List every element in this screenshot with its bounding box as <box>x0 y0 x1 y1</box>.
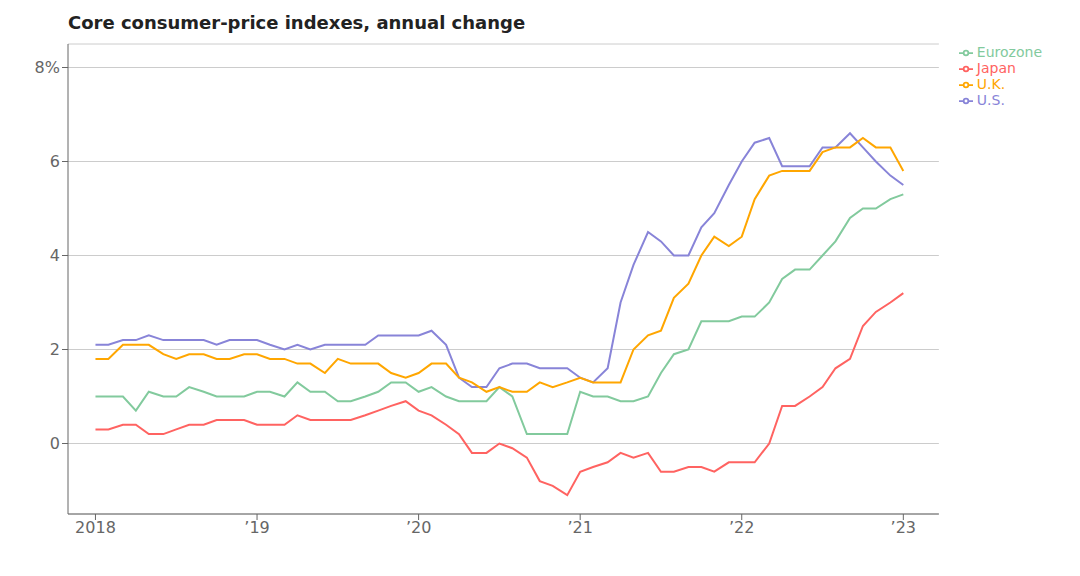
svg-text:6: 6 <box>50 152 60 171</box>
html-text:U.K.: U.K. <box>976 76 1006 92</box>
svg-text:’23: ’23 <box>891 518 916 537</box>
svg-text:’19: ’19 <box>244 518 269 537</box>
svg-text:0: 0 <box>50 434 60 453</box>
svg-text:’20: ’20 <box>406 518 431 537</box>
svg-text:2018: 2018 <box>75 518 116 537</box>
html-text:Core consumer-price indexes, a: Core consumer-price indexes, annual chan… <box>68 12 526 33</box>
html-text:Eurozone: Eurozone <box>976 44 1042 60</box>
html-text:U.S.: U.S. <box>976 92 1005 108</box>
svg-text:’22: ’22 <box>729 518 754 537</box>
html-text:Japan: Japan <box>976 60 1016 76</box>
svg-text:’21: ’21 <box>567 518 592 537</box>
svg-text:4: 4 <box>50 246 60 265</box>
svg-text:8%: 8% <box>35 58 60 77</box>
svg-text:2: 2 <box>50 340 60 359</box>
